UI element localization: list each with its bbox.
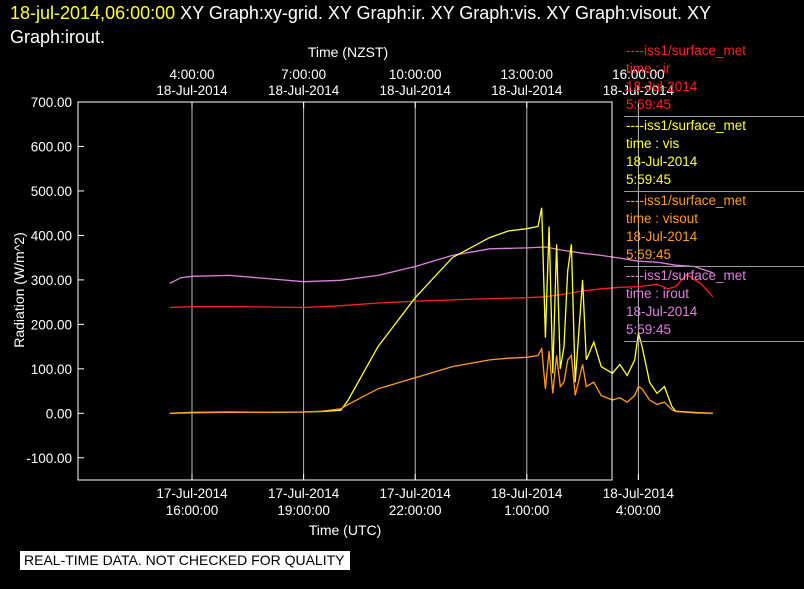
top-tick-date-3: 18-Jul-2014 [491, 83, 563, 98]
quality-banner: REAL-TIME DATA. NOT CHECKED FOR QUALITY [20, 551, 351, 570]
x-axis-label-bottom: Time (UTC) [309, 522, 382, 538]
x-tick-time-4: 4:00:00 [616, 503, 661, 518]
legend-field: time : visout [626, 211, 699, 226]
legend: ----iss1/surface_met time : ir 18-Jul-2014… [624, 42, 804, 342]
y-tick-label-7: 0.00 [46, 406, 72, 421]
legend-time: 5:59:45 [626, 322, 672, 337]
x-axis-label-top: Time (NZST) [308, 44, 388, 60]
top-tick-date-0: 18-Jul-2014 [156, 83, 228, 98]
top-tick-date-2: 18-Jul-2014 [380, 83, 452, 98]
legend-name: ----iss1/surface_met [626, 193, 747, 208]
legend-date: 18-Jul-2014 [626, 229, 698, 244]
y-tick-label-4: 300.00 [31, 273, 72, 288]
y-axis: 700.00 600.00 500.00 400.00 300.00 200.00 100.… [26, 95, 84, 466]
legend-date: 18-Jul-2014 [626, 304, 698, 319]
y-tick-label-6: 100.00 [31, 362, 72, 377]
graph-title: 18-jul-2014,06:00:00 XY Graph:xy-grid. X… [10, 1, 800, 49]
y-tick-label-0: 700.00 [31, 95, 72, 110]
x-tick-date-1: 17-Jul-2014 [268, 486, 340, 501]
top-tick-date-1: 18-Jul-2014 [268, 83, 340, 98]
legend-time: 5:59:45 [626, 247, 672, 262]
legend-time: 5:59:45 [626, 97, 672, 112]
x-tick-time-0: 16:00:00 [166, 503, 219, 518]
x-tick-date-0: 17-Jul-2014 [156, 486, 228, 501]
series-layer [169, 207, 714, 414]
x-tick-time-2: 22:00:00 [389, 503, 442, 518]
x-tick-date-3: 18-Jul-2014 [491, 486, 563, 501]
timestamp-label: 18-jul-2014,06:00:00 [10, 3, 176, 23]
legend-name: ----iss1/surface_met [626, 118, 747, 133]
graph-list-label: XY Graph:xy-grid. XY Graph:ir. XY Graph:… [10, 3, 711, 47]
y-tick-label-1: 600.00 [31, 139, 72, 154]
y-tick-label-3: 400.00 [31, 228, 72, 243]
legend-field: time : vis [626, 136, 680, 151]
x-tick-time-1: 19:00:00 [277, 503, 330, 518]
legend-date: 18-Jul-2014 [626, 154, 698, 169]
series-line-irout [169, 246, 714, 284]
y-tick-label-5: 200.00 [31, 317, 72, 332]
series-line-vis [169, 207, 713, 414]
top-tick-time-0: 4:00:00 [169, 67, 214, 82]
y-axis-label: Radiation (W/m^2) [11, 232, 27, 348]
x-tick-date-2: 17-Jul-2014 [380, 486, 452, 501]
legend-time: 5:59:45 [626, 172, 672, 187]
plot-frame [77, 101, 613, 481]
grid [191, 102, 639, 480]
series-line-ir [169, 273, 714, 309]
legend-field: time : irout [626, 286, 690, 301]
x-tick-time-3: 1:00:00 [504, 503, 549, 518]
x-axis-top: 4:00:0018-Jul-20147:00:0018-Jul-201410:0… [156, 67, 675, 108]
top-tick-time-2: 10:00:00 [389, 67, 442, 82]
legend-date: 18-Jul-2014 [626, 79, 698, 94]
legend-name: ----iss1/surface_met [626, 268, 747, 283]
y-tick-label-8: -100.00 [26, 451, 72, 466]
top-tick-time-4: 16:00:00 [612, 67, 665, 82]
y-tick-label-2: 500.00 [31, 184, 72, 199]
x-tick-date-4: 18-Jul-2014 [603, 486, 675, 501]
x-axis-bottom: 17-Jul-2014 16:00:00 17-Jul-2014 19:00:00 17… [156, 474, 675, 518]
legend-field: time : ir [626, 61, 671, 76]
top-tick-date-4: 18-Jul-2014 [603, 83, 675, 98]
legend-name: ----iss1/surface_met [626, 43, 747, 58]
top-tick-time-3: 13:00:00 [501, 67, 554, 82]
top-tick-time-1: 7:00:00 [281, 67, 326, 82]
series-line-visout [169, 346, 713, 414]
